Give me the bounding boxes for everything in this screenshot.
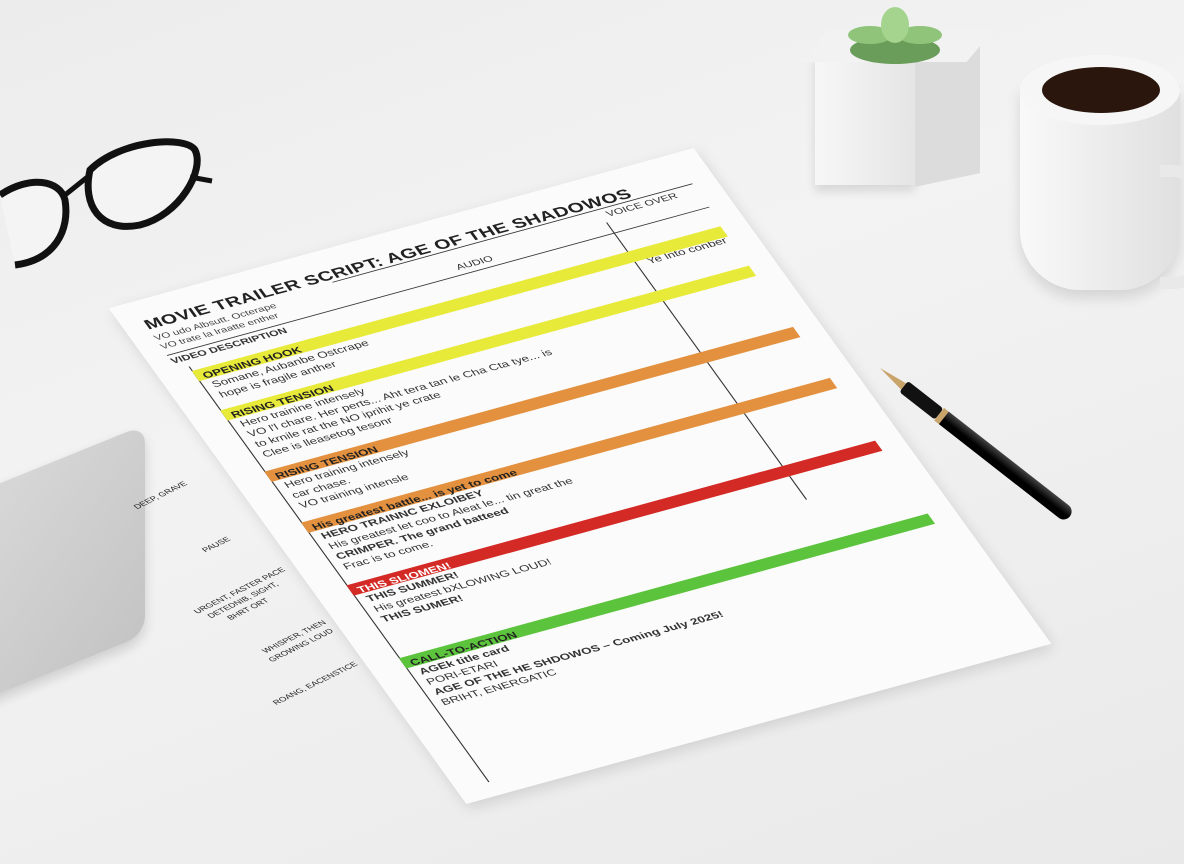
coffee-mug (1020, 55, 1184, 295)
trailer-script-page: MOVIE TRAILER SCRIPT: AGE OF THE SHADOWO… (108, 148, 1052, 804)
margin-note: PAUSE (199, 535, 233, 554)
succulent (848, 7, 942, 64)
eyeglasses (0, 138, 213, 269)
coffee (1042, 67, 1160, 113)
section-bar-green: CALL-TO-ACTION (398, 513, 936, 669)
laptop (0, 424, 145, 710)
divider (166, 206, 710, 356)
margin-note: ROANG, EACENSTICE (270, 660, 360, 707)
plant-pot (801, 7, 994, 187)
